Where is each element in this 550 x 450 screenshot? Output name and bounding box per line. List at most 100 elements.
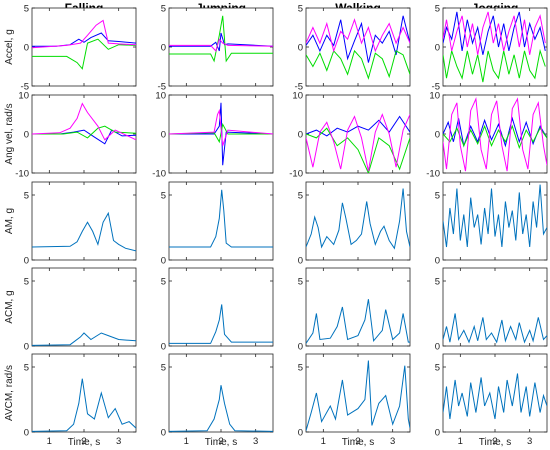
series-line-z [32, 19, 136, 49]
series-line-y [169, 15, 273, 63]
series-line-x [169, 102, 273, 166]
y-tick-label: 5 [24, 277, 29, 288]
panel-walking-accel-g: -5 0 5 [295, 4, 411, 93]
y-tick-label: 5 [161, 363, 166, 374]
series-line-z [169, 108, 273, 146]
panel-frame [31, 181, 137, 261]
y-tick-label: 5 [435, 4, 440, 15]
y-tick-label: -10 [426, 169, 440, 180]
y-tick-label: 5 [24, 363, 29, 374]
y-tick-label: 5 [161, 4, 166, 15]
series-line-z [169, 38, 273, 52]
y-tick-label: -10 [152, 169, 166, 180]
row-ylabel-am-g: AM, g [4, 208, 15, 234]
panel-jogging-avcm-rad-s: 0 5 1 2 3 [435, 353, 548, 447]
y-tick-label: 0 [298, 256, 303, 267]
row-ylabel-accel-g: Accel, g [4, 29, 15, 65]
series-line-y [443, 48, 546, 83]
panel-jogging-am-g: 05 [435, 181, 548, 267]
y-tick-label: 0 [161, 342, 166, 353]
panel-falling-accel-g: -5 0 5 [21, 4, 137, 93]
panel-falling-acm-g: 05 [24, 267, 137, 353]
panel-jumping-avcm-rad-s: 0 5 1 2 3 [161, 353, 274, 447]
series-line-avcm-rad-s [443, 373, 547, 420]
row-ylabel-avcm-rad-s: AVCM, rad/s [4, 365, 15, 421]
panel-jogging-acm-g: 05 [435, 267, 548, 353]
y-tick-label: 5 [298, 4, 303, 15]
series-line-y [32, 38, 136, 70]
series-line-z [32, 102, 136, 141]
series-line-z [306, 113, 410, 172]
x-tick-label: 3 [116, 436, 121, 447]
y-tick-label: 5 [298, 191, 303, 202]
row-ylabel-acm-g: ACM, g [4, 290, 15, 323]
series-line-acm-g [169, 304, 273, 344]
y-tick-label: 0 [24, 130, 29, 141]
y-tick-label: -10 [15, 169, 29, 180]
y-tick-label: 0 [24, 256, 29, 267]
panel-walking-ang-vel-rad-s: -10 0 10 [289, 91, 411, 180]
series-line-x [169, 32, 273, 52]
series-line-am-g [306, 188, 410, 250]
y-tick-label: 0 [298, 130, 303, 141]
y-tick-label: 0 [24, 342, 29, 353]
series-line-x [443, 116, 547, 148]
y-tick-label: 0 [161, 428, 166, 439]
series-line-z [443, 96, 547, 172]
row-ylabel-ang-vel-rad-s: Ang vel, rad/s [4, 103, 15, 164]
x-tick-label: 1 [321, 436, 326, 447]
y-tick-label: 0 [298, 43, 303, 54]
y-tick-label: 0 [435, 342, 440, 353]
series-line-avcm-rad-s [169, 385, 273, 432]
y-tick-label: 5 [298, 363, 303, 374]
series-line-y [306, 49, 410, 80]
y-tick-label: 0 [24, 43, 29, 54]
x-tick-label: 3 [253, 436, 258, 447]
y-tick-label: 0 [435, 130, 440, 141]
y-tick-label: 10 [155, 91, 166, 102]
y-tick-label: -10 [289, 169, 303, 180]
series-line-avcm-rad-s [32, 378, 136, 432]
y-tick-label: 5 [435, 277, 440, 288]
y-tick-label: 0 [161, 256, 166, 267]
panel-frame [168, 7, 274, 87]
panel-jogging-ang-vel-rad-s: -10 0 10 [426, 91, 548, 180]
series-line-acm-g [443, 313, 547, 344]
panel-frame [305, 267, 411, 347]
x-tick-label: 2 [81, 436, 86, 447]
panel-falling-ang-vel-rad-s: -10 0 10 [15, 91, 137, 180]
y-tick-label: 0 [435, 256, 440, 267]
series-line-am-g [169, 189, 273, 248]
panel-frame [305, 181, 411, 261]
y-tick-label: 0 [161, 43, 166, 54]
series-line-am-g [443, 184, 547, 248]
x-axis-label: Time, s [205, 437, 237, 448]
x-tick-label: 3 [390, 436, 395, 447]
y-tick-label: 10 [292, 91, 303, 102]
y-tick-label: 0 [435, 428, 440, 439]
y-tick-label: 0 [298, 428, 303, 439]
panel-walking-avcm-rad-s: 0 5 1 2 3 [298, 353, 411, 447]
series-line-acm-g [32, 332, 136, 346]
y-tick-label: 5 [435, 191, 440, 202]
y-tick-label: 5 [24, 191, 29, 202]
series-line-am-g [32, 211, 136, 252]
y-tick-label: -5 [432, 82, 440, 93]
y-tick-label: 10 [18, 91, 29, 102]
panel-falling-am-g: 05 [24, 181, 137, 267]
x-tick-label: 2 [355, 436, 360, 447]
y-tick-label: 5 [161, 191, 166, 202]
panel-jogging-accel-g: -5 0 5 [432, 4, 548, 93]
y-tick-label: -5 [158, 82, 166, 93]
panel-walking-am-g: 05 [298, 181, 411, 267]
y-tick-label: 0 [298, 342, 303, 353]
series-line-z [306, 18, 410, 53]
y-tick-label: -5 [295, 82, 303, 93]
panel-jumping-accel-g: -5 0 5 [158, 4, 274, 93]
y-tick-label: 5 [298, 277, 303, 288]
x-tick-label: 3 [527, 436, 532, 447]
x-axis-label: Time, s [342, 437, 374, 448]
x-tick-label: 1 [458, 436, 463, 447]
x-tick-label: 1 [47, 436, 52, 447]
